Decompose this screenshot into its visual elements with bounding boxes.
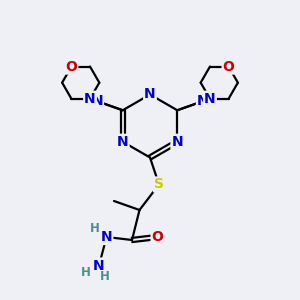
Text: O: O bbox=[65, 59, 77, 74]
Text: N: N bbox=[84, 92, 96, 106]
Text: N: N bbox=[92, 94, 103, 108]
Text: N: N bbox=[93, 259, 105, 272]
Text: O: O bbox=[152, 230, 164, 244]
Text: N: N bbox=[197, 94, 208, 108]
Text: N: N bbox=[101, 230, 112, 244]
Text: S: S bbox=[154, 178, 164, 191]
Text: H: H bbox=[81, 266, 90, 280]
Text: O: O bbox=[223, 59, 235, 74]
Text: N: N bbox=[144, 88, 156, 101]
Text: H: H bbox=[100, 269, 110, 283]
Text: N: N bbox=[172, 135, 183, 149]
Text: H: H bbox=[90, 221, 100, 235]
Text: N: N bbox=[117, 135, 128, 149]
Text: N: N bbox=[204, 92, 216, 106]
